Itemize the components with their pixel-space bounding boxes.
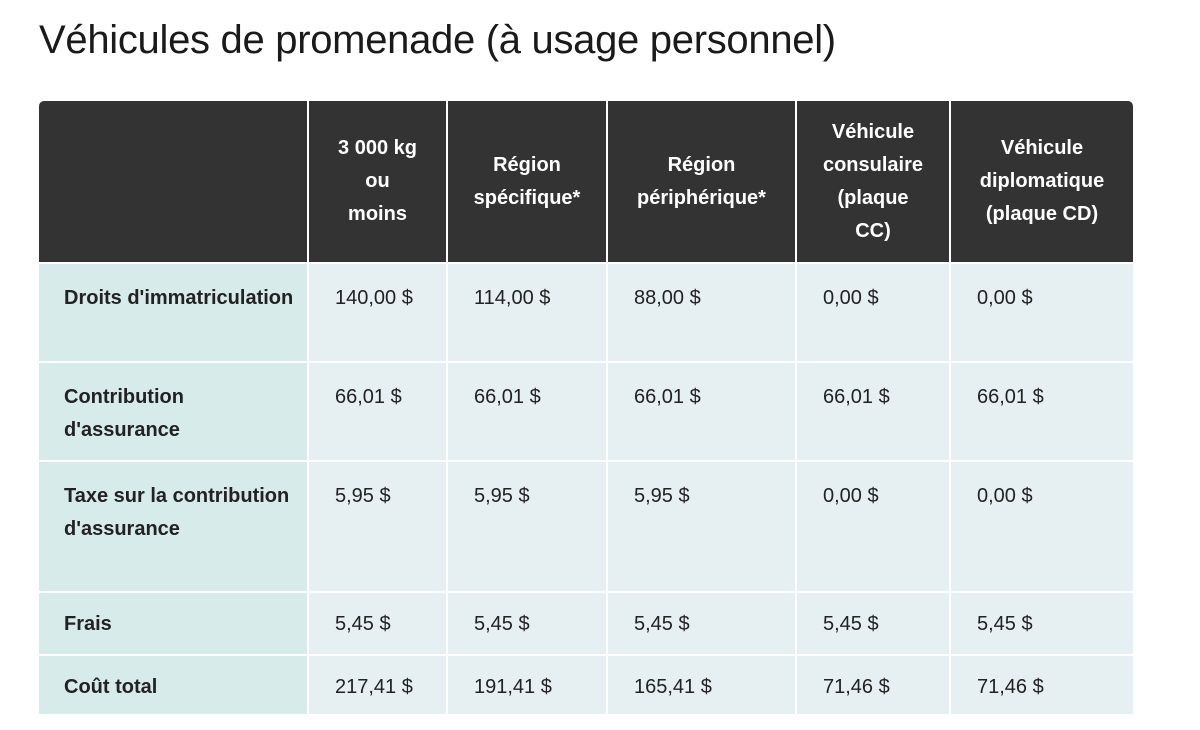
table-cell: 0,00 $ xyxy=(949,262,1133,363)
table-cell: 66,01 $ xyxy=(949,361,1133,462)
table-cell: 0,00 $ xyxy=(949,460,1133,593)
table-cell: 71,46 $ xyxy=(949,654,1133,714)
table-row: Taxe sur la contribution d'assurance 5,95… xyxy=(39,460,1133,593)
table-cell: 5,45 $ xyxy=(949,591,1133,656)
header-label: 3 000 kg ou moins xyxy=(338,137,417,225)
header-row: 3 000 kg ou moins Région spécifique* Rég… xyxy=(39,101,1133,264)
header-label: Véhicule diplomatique (plaque CD) xyxy=(979,137,1105,225)
table-cell: 0,00 $ xyxy=(795,460,951,593)
header-consulaire: Véhicule consulaire (plaque CC) xyxy=(795,101,951,264)
header-region-specifique: Région spécifique* xyxy=(446,101,608,264)
row-label: Contribution d'assurance xyxy=(39,361,309,462)
header-diplomatique: Véhicule diplomatique (plaque CD) xyxy=(949,101,1133,264)
header-empty xyxy=(39,101,309,264)
table-row: Coût total 217,41 $191,41 $165,41 $71,46 … xyxy=(39,654,1133,714)
row-label: Droits d'immatriculation xyxy=(39,262,309,363)
table-cell: 140,00 $ xyxy=(307,262,448,363)
row-label: Coût total xyxy=(39,654,309,714)
table-cell: 71,46 $ xyxy=(795,654,951,714)
table-cell: 0,00 $ xyxy=(795,262,951,363)
table-cell: 165,41 $ xyxy=(606,654,797,714)
header-3000kg: 3 000 kg ou moins xyxy=(307,101,448,264)
table-cell: 114,00 $ xyxy=(446,262,608,363)
table-cell: 88,00 $ xyxy=(606,262,797,363)
fees-table: 3 000 kg ou moins Région spécifique* Rég… xyxy=(39,101,1133,714)
header-label: Région périphérique* xyxy=(637,153,766,209)
table-cell: 5,95 $ xyxy=(446,460,608,593)
table-row: Frais 5,45 $5,45 $5,45 $5,45 $5,45 $ xyxy=(39,591,1133,656)
table-cell: 5,95 $ xyxy=(307,460,448,593)
table-cell: 5,45 $ xyxy=(606,591,797,656)
row-label: Taxe sur la contribution d'assurance xyxy=(39,460,309,593)
table-cell: 5,45 $ xyxy=(307,591,448,656)
header-region-peripherique: Région périphérique* xyxy=(606,101,797,264)
header-label: Région spécifique* xyxy=(473,153,581,209)
table-cell: 66,01 $ xyxy=(606,361,797,462)
table-cell: 66,01 $ xyxy=(307,361,448,462)
header-label: Véhicule consulaire (plaque CC) xyxy=(822,120,924,242)
table-cell: 191,41 $ xyxy=(446,654,608,714)
table-cell: 66,01 $ xyxy=(795,361,951,462)
page-title: Véhicules de promenade (à usage personne… xyxy=(39,18,836,62)
table-cell: 5,45 $ xyxy=(446,591,608,656)
table-row: Contribution d'assurance 66,01 $66,01 $66… xyxy=(39,361,1133,462)
row-label: Frais xyxy=(39,591,309,656)
table-cell: 5,45 $ xyxy=(795,591,951,656)
table-cell: 217,41 $ xyxy=(307,654,448,714)
table-row: Droits d'immatriculation 140,00 $114,00 $… xyxy=(39,262,1133,363)
table-cell: 5,95 $ xyxy=(606,460,797,593)
table-cell: 66,01 $ xyxy=(446,361,608,462)
